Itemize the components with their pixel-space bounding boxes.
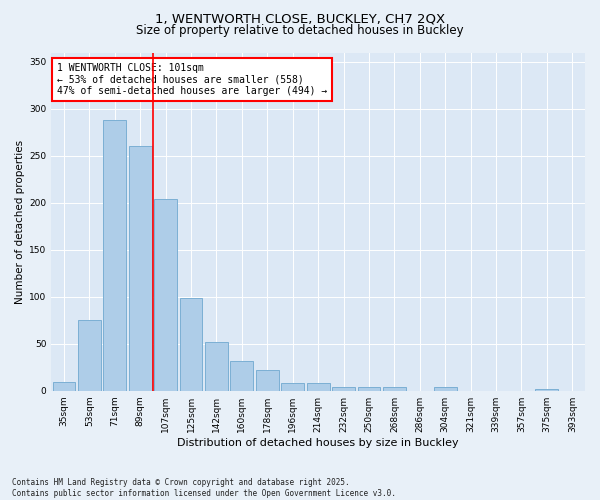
Bar [103, 120, 126, 390]
Bar [358, 387, 380, 390]
Bar [307, 383, 329, 390]
Bar [154, 199, 177, 390]
Bar [256, 370, 279, 390]
Text: 1, WENTWORTH CLOSE, BUCKLEY, CH7 2QX: 1, WENTWORTH CLOSE, BUCKLEY, CH7 2QX [155, 12, 445, 26]
Y-axis label: Number of detached properties: Number of detached properties [15, 140, 25, 304]
Bar [78, 320, 101, 390]
Bar [332, 387, 355, 390]
Text: 1 WENTWORTH CLOSE: 101sqm
← 53% of detached houses are smaller (558)
47% of semi: 1 WENTWORTH CLOSE: 101sqm ← 53% of detac… [56, 62, 327, 96]
Bar [535, 389, 559, 390]
Bar [129, 146, 152, 390]
Bar [281, 383, 304, 390]
Text: Size of property relative to detached houses in Buckley: Size of property relative to detached ho… [136, 24, 464, 37]
Bar [434, 387, 457, 390]
X-axis label: Distribution of detached houses by size in Buckley: Distribution of detached houses by size … [178, 438, 459, 448]
Text: Contains HM Land Registry data © Crown copyright and database right 2025.
Contai: Contains HM Land Registry data © Crown c… [12, 478, 396, 498]
Bar [53, 382, 76, 390]
Bar [230, 360, 253, 390]
Bar [179, 298, 202, 390]
Bar [205, 342, 228, 390]
Bar [383, 387, 406, 390]
